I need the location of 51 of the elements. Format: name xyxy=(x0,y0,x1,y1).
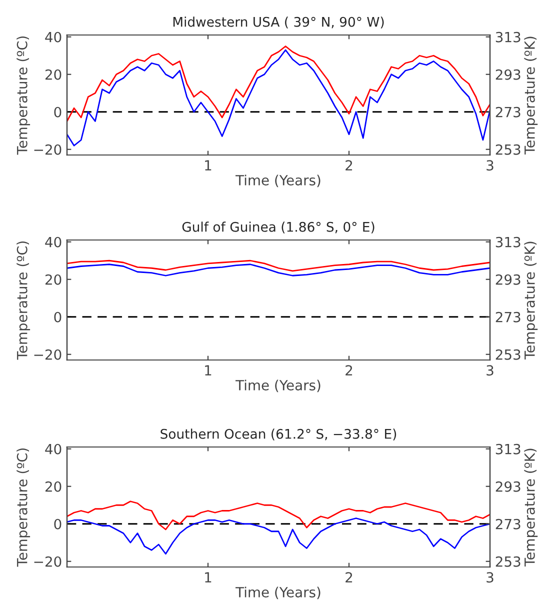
y-axis-title: Temperature (ºC) xyxy=(16,36,30,155)
line-series xyxy=(67,260,490,272)
y2-tick-label: 253 xyxy=(496,144,520,155)
y-axis-title: Temperature (ºC) xyxy=(16,448,30,567)
y-tick-label: 20 xyxy=(45,481,62,492)
line-series xyxy=(67,264,490,276)
y-tick-label: 0 xyxy=(54,518,62,530)
y2-tick-label: 253 xyxy=(496,349,520,360)
y-tick-label: −20 xyxy=(34,144,62,155)
x-tick-label: 2 xyxy=(346,160,352,170)
y-tick-label: 0 xyxy=(54,106,62,118)
y-tick-label: 40 xyxy=(45,32,62,42)
y2-tick-label: 293 xyxy=(496,69,520,80)
y2-axis-title: Temperature (ºK) xyxy=(524,36,538,154)
y2-tick-label: 313 xyxy=(496,32,520,42)
line-series xyxy=(67,46,490,122)
y2-tick-label: 293 xyxy=(496,274,520,285)
x-axis-title: Time (Years) xyxy=(236,586,320,600)
y-tick-label: −20 xyxy=(34,556,62,567)
line-series xyxy=(67,49,490,146)
x-tick-label: 2 xyxy=(346,365,352,376)
chart-title: Midwestern USA ( 39° N, 90° W) xyxy=(173,16,384,28)
chart-title: Gulf of Guinea (1.86° S, 0° E) xyxy=(182,222,374,234)
y2-tick-label: 273 xyxy=(496,312,520,322)
y-tick-label: 20 xyxy=(45,274,62,285)
x-tick-label: 2 xyxy=(346,572,352,582)
x-tick-label: 3 xyxy=(486,365,494,376)
line-series xyxy=(67,500,490,530)
y2-axis-title: Temperature (ºK) xyxy=(524,242,538,360)
chart-title: Southern Ocean (61.2° S, −33.8° E) xyxy=(160,428,396,440)
y2-tick-label: 273 xyxy=(496,106,520,118)
y2-tick-label: 313 xyxy=(496,236,520,248)
line-series xyxy=(67,518,490,555)
y-axis-title: Temperature (ºC) xyxy=(16,241,30,360)
x-tick-label: 3 xyxy=(486,572,494,583)
y2-tick-label: 253 xyxy=(496,556,520,567)
y-tick-label: 40 xyxy=(45,236,62,248)
x-tick-label: 1 xyxy=(205,160,212,170)
x-tick-label: 1 xyxy=(205,572,212,582)
y-tick-label: 0 xyxy=(54,312,62,322)
y2-axis-title: Temperature (ºK) xyxy=(524,448,538,566)
y2-tick-label: 273 xyxy=(496,518,520,530)
x-tick-label: 1 xyxy=(205,365,212,376)
y-tick-label: −20 xyxy=(34,349,62,360)
y-tick-label: 40 xyxy=(45,444,62,454)
y-tick-label: 20 xyxy=(45,69,62,80)
y2-tick-label: 313 xyxy=(496,444,520,454)
x-axis-title: Time (Years) xyxy=(236,174,320,188)
x-axis-title: Time (Years) xyxy=(236,380,320,392)
y2-tick-label: 293 xyxy=(496,481,520,492)
x-tick-label: 3 xyxy=(486,160,494,171)
